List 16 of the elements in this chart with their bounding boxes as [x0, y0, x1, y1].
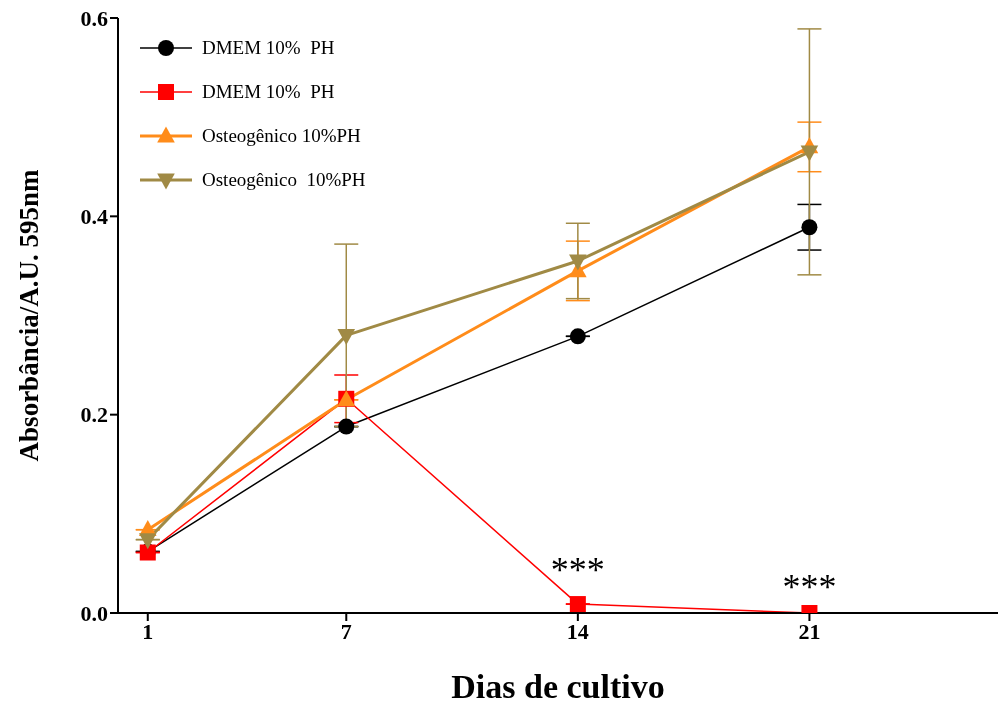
x-tick-label: 7	[340, 618, 352, 644]
y-tick-label: 0.0	[80, 600, 108, 626]
annotation: ***	[550, 550, 605, 591]
x-tick-label: 1	[142, 618, 154, 644]
annotation: ***	[782, 567, 837, 607]
x-axis-title: Dias de cultivo	[451, 668, 665, 705]
legend-label: DMEM 10% PH	[202, 37, 335, 59]
x-tick-label: 14	[566, 618, 589, 644]
y-tick-label: 0.2	[80, 402, 108, 428]
x-tick-label: 21	[798, 618, 821, 644]
legend-label: DMEM 10% PH	[202, 81, 335, 103]
y-tick-label: 0.4	[80, 204, 108, 230]
legend-label: Osteogênico 10%PH	[202, 125, 361, 147]
y-axis-title: Absorbância/A.U. 595nm	[13, 169, 44, 462]
y-tick-label: 0.6	[80, 5, 108, 31]
legend-label: Osteogênico 10%PH	[202, 169, 366, 191]
